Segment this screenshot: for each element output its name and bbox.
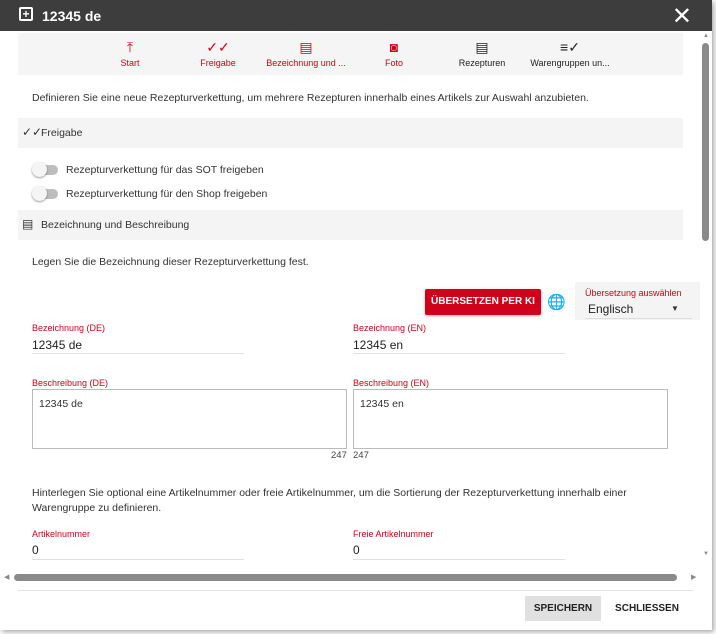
dialog-title: 12345 de [42,8,102,24]
desc-en-textarea[interactable]: 12345 en [353,389,668,449]
nav-warengruppen[interactable]: ≡✓ Warengruppen un... [520,33,620,75]
translation-select[interactable]: Übersetzung auswählen Englisch ▼ [575,282,700,320]
desc-en-counter: 247 [353,450,369,461]
section-nav: ⤒ Start ✓✓ Freigabe ▤ Bezeichnung und ... ◙… [18,33,683,75]
name-en-input[interactable]: 12345 en [353,338,404,352]
nav-bezeichnung[interactable]: ▤ Bezeichnung und ... [256,33,356,75]
comment-icon: ▤ [299,39,313,55]
artikelnummer-label: Artikelnummer [32,529,91,539]
list-check-icon: ≡✓ [560,39,580,55]
nav-freigabe[interactable]: ✓✓ Freigabe [168,33,268,75]
select-value: Englisch [588,302,634,316]
save-button[interactable]: SPEICHERN [525,596,601,621]
intro-text: Definieren Sie eine neue Rezepturverkett… [32,92,589,104]
nav-foto[interactable]: ◙ Foto [344,33,444,75]
nav-start[interactable]: ⤒ Start [80,33,180,75]
freie-artikelnummer-input[interactable]: 0 [353,543,360,557]
bezeichnung-text: Legen Sie die Bezeichnung dieser Rezeptu… [32,256,309,268]
name-de-label: Bezeichnung (DE) [32,323,106,333]
artikelnummer-input[interactable]: 0 [32,543,39,557]
toggle-sot[interactable] [32,162,58,177]
nav-label: Freigabe [200,58,236,68]
globe-icon: 🌐 [547,294,566,311]
input-underline [353,559,565,560]
select-underline [585,318,692,319]
input-underline [32,353,244,354]
dialog-header: + 12345 de ✕ [0,0,712,31]
nav-label: Warengruppen un... [530,58,610,68]
footer-divider [18,590,693,591]
input-underline [353,353,565,354]
close-button[interactable]: SCHLIESSEN [615,603,679,614]
horizontal-scrollbar[interactable]: ◀ ▶ [0,572,700,584]
chevron-down-icon: ▼ [671,304,679,313]
section-freigabe: ✓✓ Freigabe [18,118,683,148]
vertical-scrollbar[interactable]: ▲ ▼ [700,33,712,588]
arrow-up-to-top-icon: ⤒ [126,39,134,55]
comment-icon: ▤ [22,217,34,231]
close-icon[interactable]: ✕ [671,3,692,30]
select-label: Übersetzung auswählen [585,288,682,298]
nav-label: Start [120,58,140,68]
nav-label: Bezeichnung und ... [266,58,346,68]
double-check-icon: ✓✓ [206,39,230,55]
desc-de-counter: 247 [331,450,347,461]
desc-de-textarea[interactable]: 12345 de [32,389,347,449]
section-bezeichnung: ▤ Bezeichnung und Beschreibung [18,210,683,240]
translate-ai-button[interactable]: ÜBERSETZEN PER KI [425,289,541,315]
list-box-icon: ▤ [475,39,489,55]
scroll-right-icon[interactable]: ▶ [691,574,697,581]
scroll-left-icon[interactable]: ◀ [4,574,10,581]
section-title: Bezeichnung und Beschreibung [41,219,190,231]
nav-label: Rezepturen [458,58,506,68]
toggle-sot-label: Rezepturverkettung für das SOT freigeben [66,164,264,176]
scroll-down-icon[interactable]: ▼ [703,551,709,557]
name-de-input[interactable]: 12345 de [32,338,83,352]
scroll-up-icon[interactable]: ▲ [703,33,709,39]
double-check-icon: ✓✓ [22,125,43,139]
input-underline [32,559,244,560]
desc-de-label: Beschreibung (DE) [32,378,109,388]
freie-artikelnummer-label: Freie Artikelnummer [353,529,434,539]
library-add-icon: + [19,7,33,21]
toggle-shop[interactable] [32,186,58,201]
vertical-scroll-thumb[interactable] [702,43,709,241]
toggle-shop-label: Rezepturverkettung für den Shop freigebe… [66,188,268,200]
section-title: Freigabe [41,127,83,139]
camera-icon: ◙ [389,39,399,55]
name-en-label: Bezeichnung (EN) [353,323,427,333]
horizontal-scroll-thumb[interactable] [14,574,677,581]
nav-rezepturen[interactable]: ▤ Rezepturen [432,33,532,75]
nav-label: Foto [384,58,403,68]
artikel-text: Hinterlegen Sie optional eine Artikelnum… [32,487,627,514]
desc-en-label: Beschreibung (EN) [353,378,430,388]
